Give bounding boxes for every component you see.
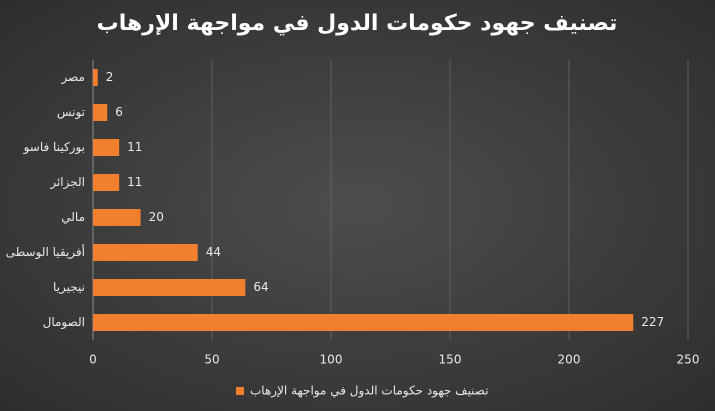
x-tick-label: 150 — [439, 353, 462, 367]
value-label: 11 — [127, 175, 142, 189]
y-tick-label: أفريقيا الوسطى — [6, 244, 85, 260]
legend-label: تصنيف جهود حكومات الدول في مواجهة الإرها… — [250, 384, 489, 399]
y-tick-label: الصومال — [43, 315, 85, 330]
value-label: 44 — [206, 245, 221, 259]
bar — [93, 209, 141, 226]
x-tick-label: 200 — [558, 353, 581, 367]
value-label: 20 — [149, 210, 164, 224]
x-tick-label: 250 — [677, 353, 700, 367]
y-tick-label: نيجيريا — [53, 280, 85, 295]
chart-title: تصنيف جهود حكومات الدول في مواجهة الإرها… — [97, 11, 618, 36]
y-tick-label: الجزائر — [49, 175, 85, 190]
y-tick-label: بوركينا فاسو — [23, 140, 85, 155]
bar — [93, 279, 246, 296]
bar — [93, 174, 120, 191]
bar — [93, 69, 98, 86]
x-tick-label: 100 — [320, 353, 343, 367]
value-label: 11 — [127, 140, 142, 154]
bar — [93, 104, 108, 121]
value-label: 6 — [115, 105, 123, 119]
bar — [93, 244, 198, 261]
y-tick-label: مالي — [61, 210, 85, 224]
y-tick-label: تونس — [57, 105, 85, 120]
value-label: 64 — [253, 280, 268, 294]
bar — [93, 139, 120, 156]
value-label: 227 — [641, 315, 664, 329]
value-label: 2 — [106, 70, 114, 84]
legend-swatch — [236, 387, 244, 395]
bar — [93, 314, 634, 331]
y-tick-label: مصر — [61, 70, 85, 85]
x-tick-label: 0 — [89, 353, 97, 367]
x-tick-label: 50 — [204, 353, 219, 367]
